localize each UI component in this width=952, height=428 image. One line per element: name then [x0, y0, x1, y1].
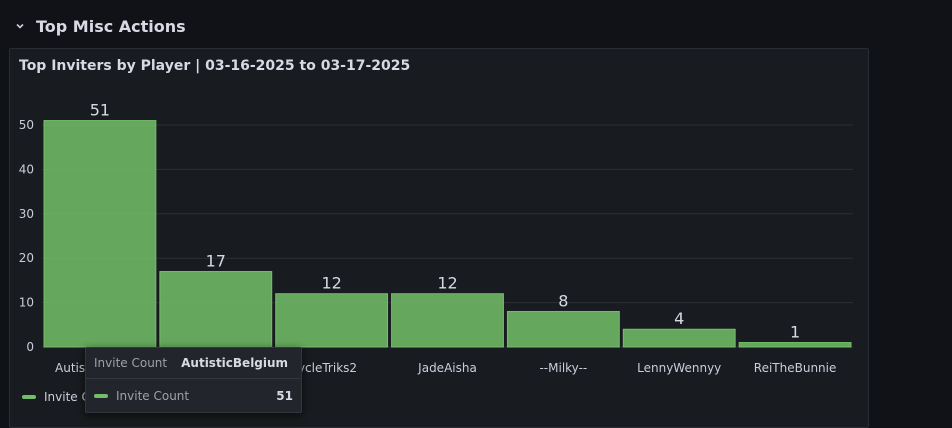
panel-title[interactable]: Top Inviters by Player | 03-16-2025 to 0… — [19, 58, 411, 74]
y-tick-label: 10 — [19, 296, 34, 310]
bar-value-label: 51 — [90, 101, 110, 120]
y-tick-label: 0 — [26, 340, 34, 354]
legend-label: Invite C — [44, 390, 90, 404]
row-title: Top Misc Actions — [36, 16, 186, 36]
tooltip-series-label: Invite Count — [116, 389, 190, 403]
tooltip-row: Invite Count 51 — [86, 379, 301, 413]
tooltip-series-value: 51 — [276, 389, 293, 403]
bar[interactable] — [159, 271, 273, 348]
bar-value-label: 8 — [558, 291, 568, 310]
tooltip-header-label: Invite Count — [94, 356, 168, 370]
tooltip: Invite Count AutisticBelgium Invite Coun… — [85, 347, 302, 413]
x-tick-label: iCycleTriks2 — [286, 361, 357, 375]
x-tick-label: ReiTheBunnie — [754, 361, 837, 375]
bar-value-label: 12 — [321, 274, 341, 293]
bar[interactable] — [275, 293, 389, 348]
chevron-down-icon[interactable] — [12, 18, 28, 34]
tooltip-header-value: AutisticBelgium — [181, 356, 289, 370]
bar[interactable] — [506, 310, 620, 348]
bar-value-label: 17 — [206, 252, 226, 271]
tooltip-swatch — [94, 394, 108, 398]
bar[interactable] — [738, 342, 852, 348]
legend[interactable]: Invite C — [22, 390, 90, 404]
y-tick-label: 20 — [19, 251, 34, 265]
x-tick-label: --Milky-- — [539, 361, 587, 375]
x-tick-label: JadeAisha — [417, 361, 477, 375]
bar-chart: 0 10 20 30 40 50 51 Autist 17 12 iCycleTriks2 12 Jad… — [19, 101, 853, 375]
bar-value-label: 1 — [790, 323, 800, 342]
x-tick-label: LennyWennyy — [637, 361, 721, 375]
x-tick-label: Autist — [55, 361, 90, 375]
bar[interactable] — [622, 328, 736, 348]
y-tick-label: 30 — [19, 207, 34, 221]
bar[interactable] — [43, 120, 157, 348]
bar-value-label: 4 — [674, 309, 684, 328]
y-tick-label: 40 — [19, 162, 34, 176]
y-tick-label: 50 — [19, 118, 34, 132]
row-header[interactable]: Top Misc Actions — [12, 14, 186, 38]
bar[interactable] — [391, 293, 504, 348]
legend-swatch — [22, 395, 36, 399]
bar-value-label: 12 — [437, 274, 457, 293]
tooltip-header: Invite Count AutisticBelgium — [86, 348, 301, 379]
